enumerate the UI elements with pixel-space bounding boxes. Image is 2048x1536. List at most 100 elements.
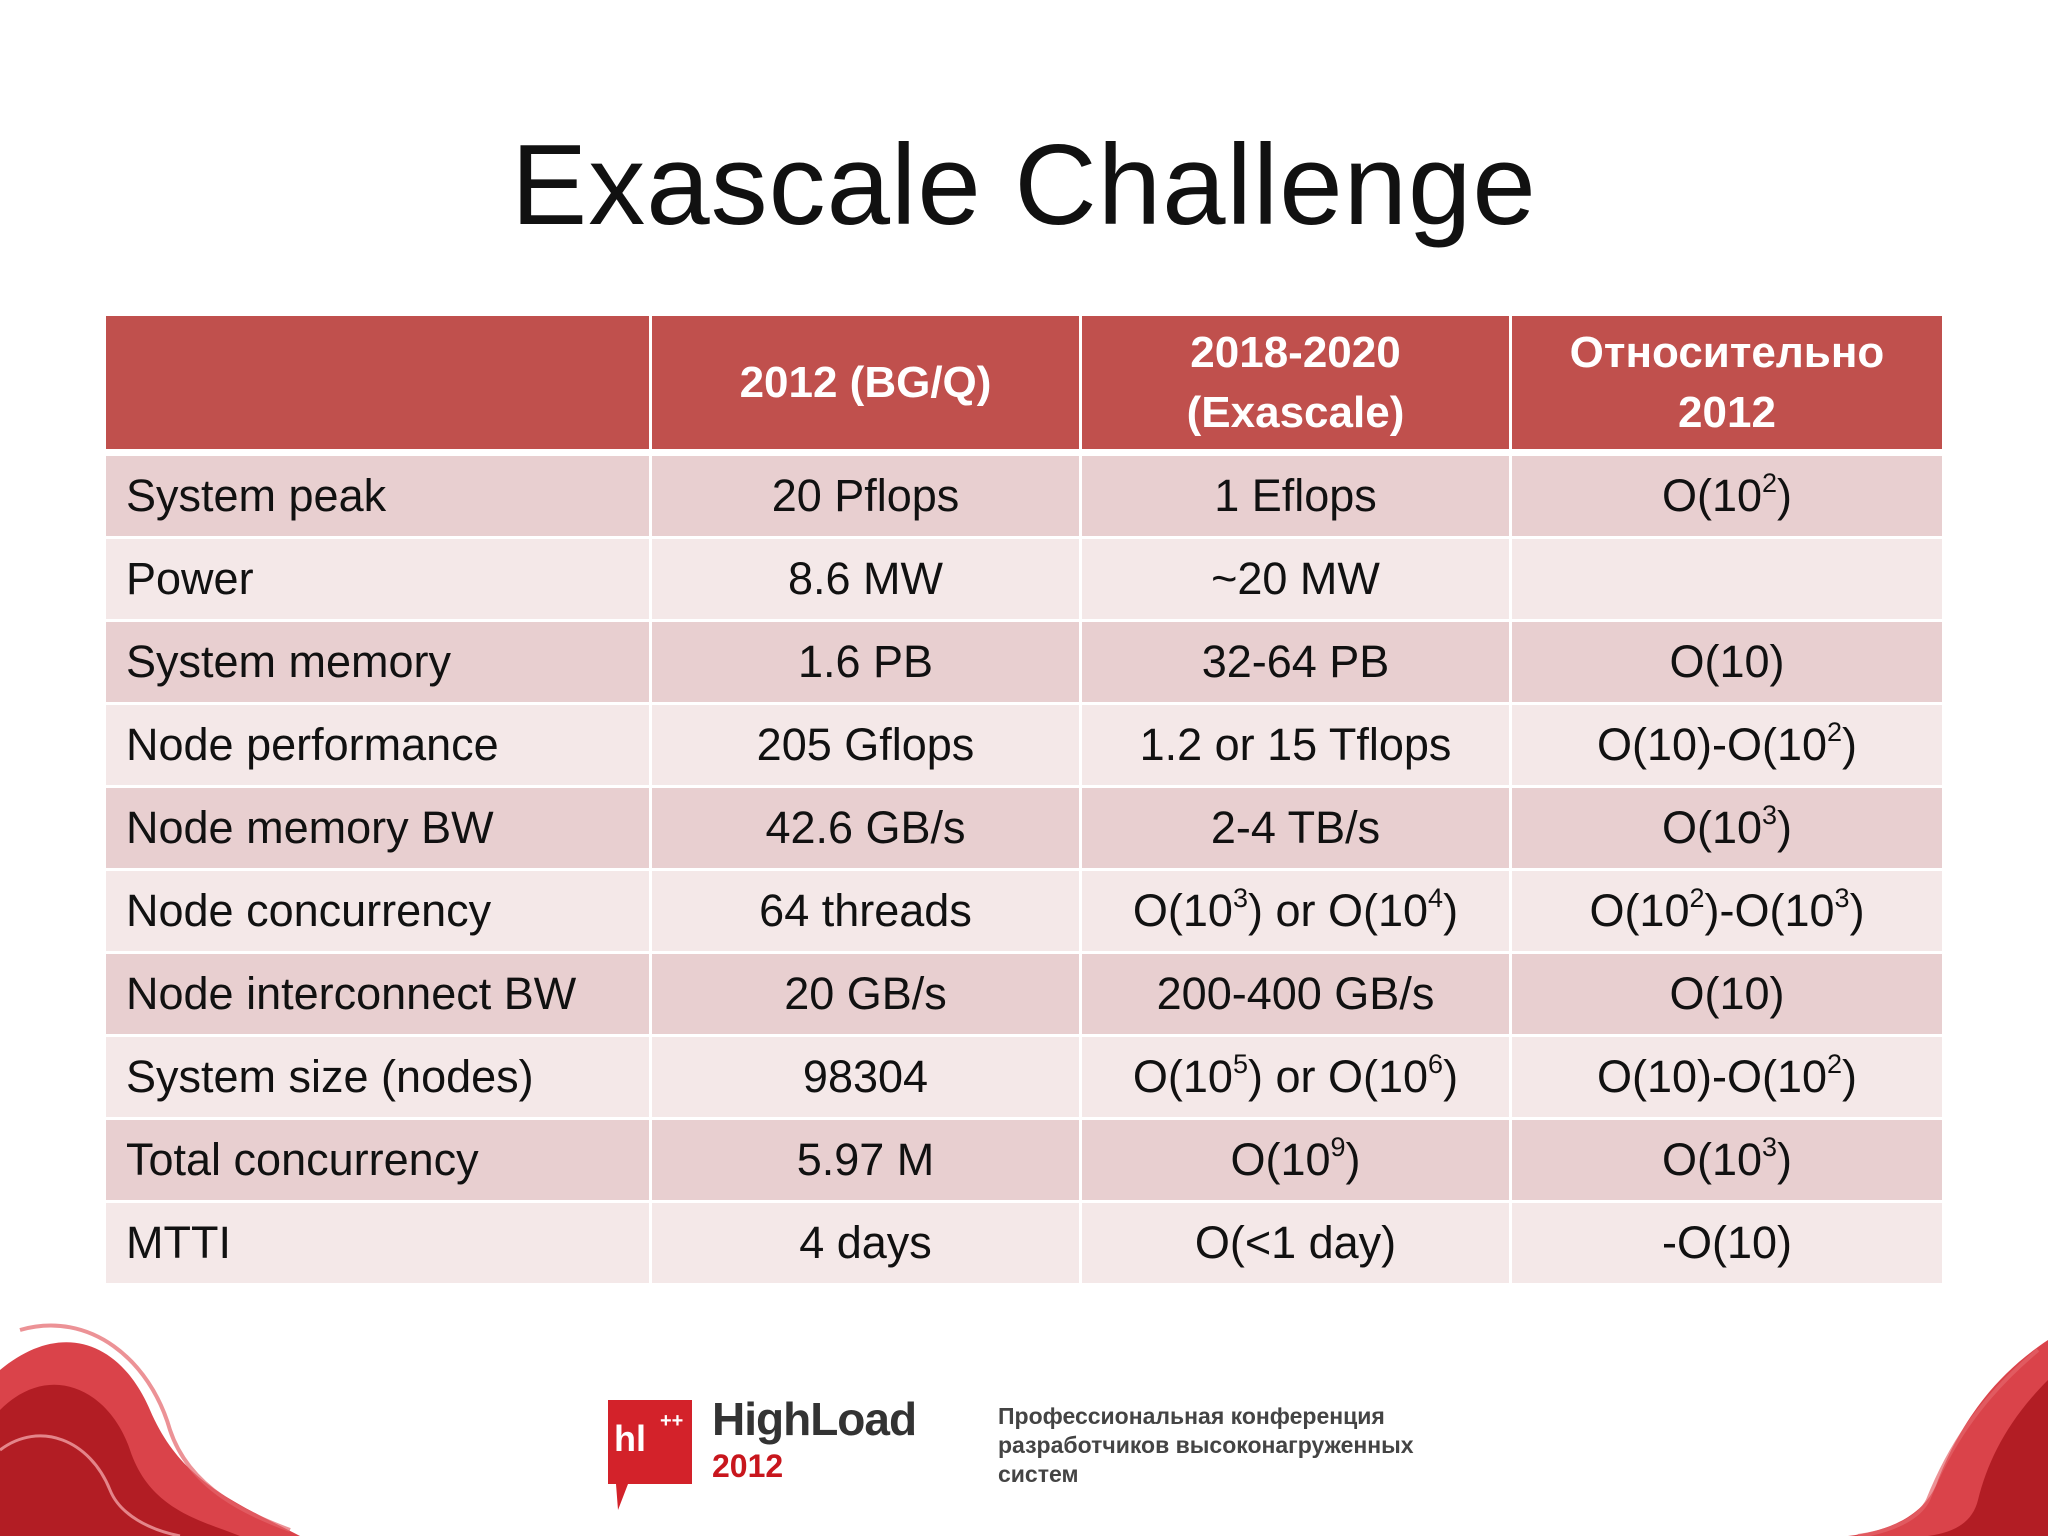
- cell-text: ): [1777, 470, 1793, 521]
- cell-relative: [1512, 539, 1942, 622]
- cell-2012: 20 Pflops: [652, 456, 1082, 539]
- superscript: 3: [1834, 883, 1850, 914]
- cell-2012: 42.6 GB/s: [652, 788, 1082, 871]
- table-row: System peak 20 Pflops 1 Eflops O(102): [106, 456, 1942, 539]
- row-label: System peak: [106, 456, 652, 539]
- table-row: MTTI 4 days O(<1 day) -O(10): [106, 1203, 1942, 1286]
- cell-text: 20 Pflops: [771, 470, 960, 521]
- cell-text: ): [1345, 1134, 1361, 1185]
- cell-relative: O(103): [1512, 1120, 1942, 1203]
- superscript: 3: [1762, 1132, 1778, 1163]
- cell-text: ~20 MW: [1211, 553, 1380, 604]
- cell-2012: 4 days: [652, 1203, 1082, 1286]
- cell-text: O(10: [1661, 802, 1762, 853]
- cell-2012: 20 GB/s: [652, 954, 1082, 1037]
- cell-exascale: O(105) or O(106): [1082, 1037, 1512, 1120]
- row-label: Total concurrency: [106, 1120, 652, 1203]
- superscript: 3: [1762, 800, 1778, 831]
- table-row: Node performance 205 Gflops 1.2 or 15 Tflo…: [106, 705, 1942, 788]
- comparison-table: 2012 (BG/Q) 2018-2020 (Exascale) Относит…: [106, 316, 1942, 1286]
- cell-relative: O(10)-O(102): [1512, 1037, 1942, 1120]
- cell-text: O(10: [1661, 1134, 1762, 1185]
- superscript: 6: [1428, 1049, 1444, 1080]
- cell-text: 1 Eflops: [1214, 470, 1377, 521]
- cell-text: ): [1842, 719, 1858, 770]
- cell-text: -O(10): [1661, 1217, 1792, 1268]
- table-row: System size (nodes) 98304 O(105) or O(106)…: [106, 1037, 1942, 1120]
- cell-text: 64 threads: [759, 885, 972, 936]
- header-cell-exascale: 2018-2020 (Exascale): [1082, 316, 1512, 456]
- cell-text: 1.2 or 15 Tflops: [1139, 719, 1452, 770]
- cell-text: O(10)-O(10: [1596, 719, 1828, 770]
- table-row: Node interconnect BW 20 GB/s 200-400 GB/s O…: [106, 954, 1942, 1037]
- cell-exascale: 1.2 or 15 Tflops: [1082, 705, 1512, 788]
- cell-text: O(10): [1669, 636, 1785, 687]
- cell-2012: 5.97 M: [652, 1120, 1082, 1203]
- header-cell-label: [106, 316, 652, 456]
- red-swirl-decoration: [1848, 1340, 2048, 1536]
- cell-relative: -O(10): [1512, 1203, 1942, 1286]
- logo-year: 2012: [712, 1448, 784, 1484]
- superscript: 9: [1330, 1132, 1346, 1163]
- conference-tagline: Профессиональная конференция разработчик…: [998, 1402, 1478, 1489]
- cell-2012: 8.6 MW: [652, 539, 1082, 622]
- cell-text: 8.6 MW: [787, 553, 944, 604]
- logo-badge-sup: ++: [660, 1410, 684, 1432]
- table-header-row: 2012 (BG/Q) 2018-2020 (Exascale) Относит…: [106, 316, 1942, 456]
- cell-text: ): [1849, 885, 1865, 936]
- cell-exascale: 200-400 GB/s: [1082, 954, 1512, 1037]
- row-label: Node performance: [106, 705, 652, 788]
- cell-relative: O(102)-O(103): [1512, 871, 1942, 954]
- cell-text: 20 GB/s: [784, 968, 947, 1019]
- cell-text: )-O(10: [1704, 885, 1835, 936]
- cell-text: 32-64 PB: [1201, 636, 1390, 687]
- red-swirl-decoration: [0, 1323, 300, 1536]
- cell-text: ): [1777, 1134, 1793, 1185]
- tagline-line: разработчиков высоконагруженных: [998, 1432, 1414, 1458]
- cell-text: O(10)-O(10: [1596, 1051, 1828, 1102]
- cell-exascale: O(109): [1082, 1120, 1512, 1203]
- logo-badge-text: hl: [614, 1418, 646, 1459]
- cell-text: O(10: [1132, 1051, 1233, 1102]
- cell-text: O(10: [1132, 885, 1233, 936]
- cell-2012: 205 Gflops: [652, 705, 1082, 788]
- cell-text: 2-4 TB/s: [1210, 802, 1381, 853]
- superscript: 2: [1827, 1049, 1843, 1080]
- table-row: Total concurrency 5.97 M O(109) O(103): [106, 1120, 1942, 1203]
- cell-exascale: O(<1 day): [1082, 1203, 1512, 1286]
- cell-exascale: 2-4 TB/s: [1082, 788, 1512, 871]
- cell-text: O(10: [1230, 1134, 1331, 1185]
- slide-title: Exascale Challenge: [511, 122, 1537, 249]
- superscript: 4: [1428, 883, 1444, 914]
- logo-name: HighLoad: [712, 1393, 917, 1445]
- cell-text: 98304: [802, 1051, 929, 1102]
- header-line: 2012 (BG/Q): [739, 357, 992, 407]
- row-label: System size (nodes): [106, 1037, 652, 1120]
- cell-relative: O(10)-O(102): [1512, 705, 1942, 788]
- row-label: Node memory BW: [106, 788, 652, 871]
- header-line: Относительно: [1569, 327, 1885, 377]
- cell-text: ): [1842, 1051, 1858, 1102]
- header-cell-relative: Относительно 2012: [1512, 316, 1942, 456]
- tagline-line: Профессиональная конференция: [998, 1403, 1385, 1429]
- cell-exascale: O(103) or O(104): [1082, 871, 1512, 954]
- row-label: System memory: [106, 622, 652, 705]
- row-label: Node concurrency: [106, 871, 652, 954]
- superscript: 3: [1232, 883, 1248, 914]
- cell-2012: 1.6 PB: [652, 622, 1082, 705]
- superscript: 5: [1232, 1049, 1248, 1080]
- cell-text: 1.6 PB: [797, 636, 934, 687]
- cell-text: O(10: [1589, 885, 1690, 936]
- cell-text: 205 Gflops: [756, 719, 975, 770]
- row-label: Power: [106, 539, 652, 622]
- cell-text: O(10: [1661, 470, 1762, 521]
- cell-text: 42.6 GB/s: [765, 802, 966, 853]
- cell-text: 5.97 M: [796, 1134, 935, 1185]
- cell-text: 200-400 GB/s: [1156, 968, 1435, 1019]
- cell-2012: 64 threads: [652, 871, 1082, 954]
- superscript: 2: [1827, 717, 1843, 748]
- cell-relative: O(10): [1512, 954, 1942, 1037]
- highload-logo-icon: [608, 1400, 692, 1510]
- cell-relative: O(102): [1512, 456, 1942, 539]
- table-row: Node memory BW 42.6 GB/s 2-4 TB/s O(103): [106, 788, 1942, 871]
